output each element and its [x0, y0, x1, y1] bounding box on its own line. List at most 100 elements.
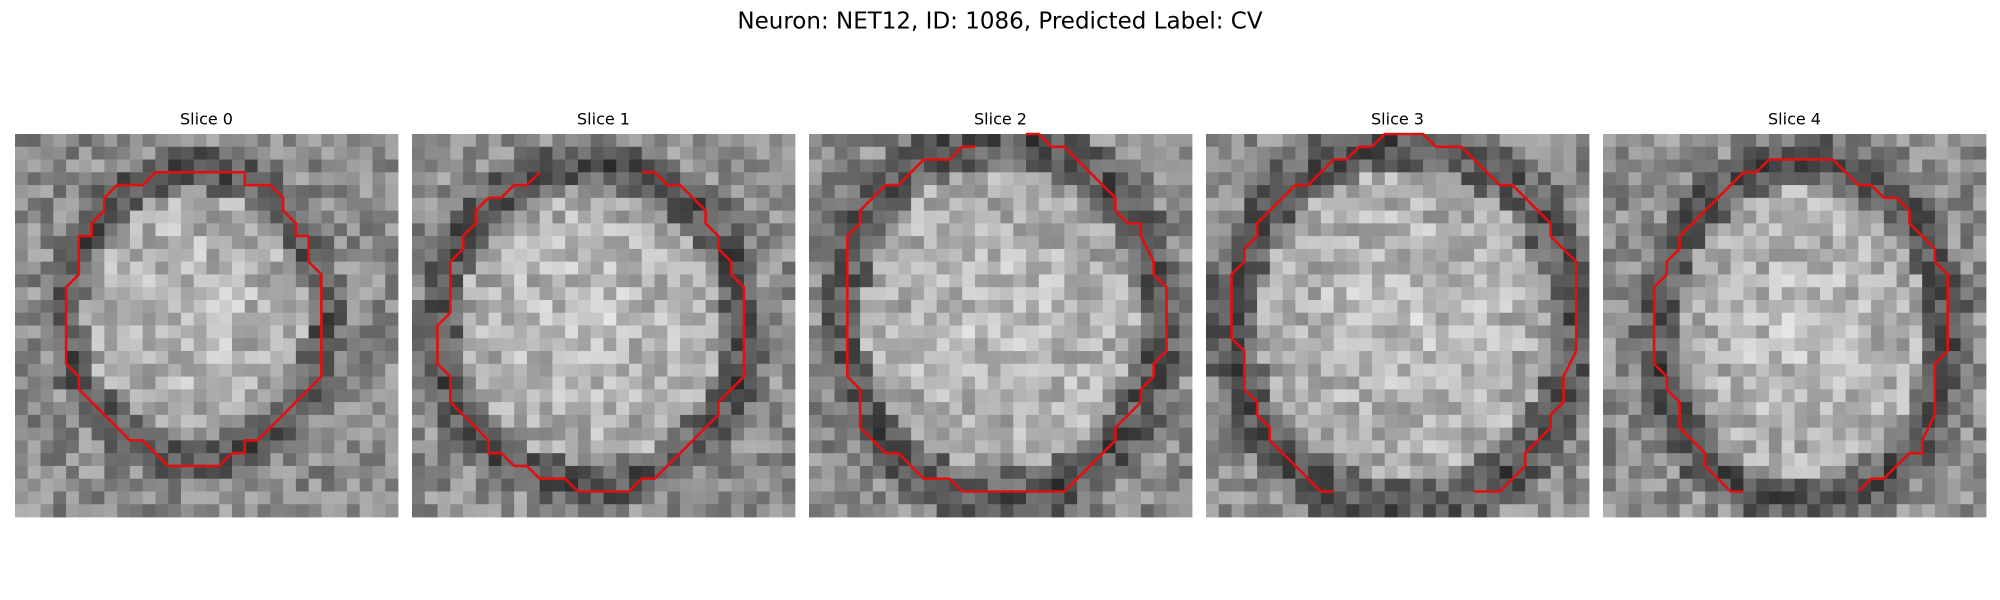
pixel	[872, 363, 886, 377]
pixel	[1333, 427, 1347, 441]
pixel	[346, 210, 361, 224]
pixel	[1333, 465, 1347, 480]
pixel	[1550, 287, 1564, 301]
pixel	[1871, 223, 1885, 237]
pixel	[539, 134, 553, 148]
pixel	[1384, 427, 1398, 441]
pixel	[1448, 465, 1462, 480]
pixel	[590, 414, 604, 429]
pixel	[450, 274, 464, 288]
pixel	[641, 197, 655, 211]
pixel	[692, 453, 707, 467]
pixel	[1102, 338, 1116, 352]
pixel	[847, 248, 861, 263]
pixel	[270, 427, 284, 441]
pixel	[1231, 185, 1245, 199]
pixel	[1628, 159, 1642, 173]
pixel	[1000, 504, 1014, 518]
pixel	[1909, 134, 1923, 148]
pixel	[974, 274, 989, 288]
pixel	[424, 223, 438, 237]
pixel	[1666, 402, 1680, 416]
pixel	[437, 376, 451, 390]
pixel	[1666, 478, 1680, 492]
pixel	[1756, 465, 1770, 480]
pixel	[539, 402, 553, 416]
pixel	[667, 287, 681, 301]
pixel	[654, 351, 668, 365]
pixel	[1218, 402, 1232, 416]
pixel	[1537, 363, 1552, 377]
pixel	[1282, 325, 1296, 339]
pixel	[1013, 210, 1027, 224]
pixel	[1603, 159, 1617, 173]
pixel	[1525, 134, 1539, 148]
pixel	[809, 185, 823, 199]
pixel	[142, 389, 156, 403]
pixel	[987, 351, 1001, 365]
pixel	[936, 414, 950, 429]
pixel	[1064, 159, 1078, 173]
pixel	[1166, 261, 1180, 275]
pixel	[232, 465, 246, 480]
pixel	[1064, 440, 1078, 454]
pixel	[1909, 287, 1923, 301]
pixel	[1512, 325, 1526, 339]
pixel	[78, 236, 92, 250]
pixel	[193, 389, 207, 403]
pixel	[193, 440, 207, 454]
pixel	[129, 440, 144, 454]
pixel	[1308, 491, 1322, 505]
pixel	[450, 134, 464, 148]
pixel	[206, 453, 220, 467]
pixel	[219, 504, 233, 518]
pixel	[1512, 402, 1526, 416]
pixel	[1896, 363, 1910, 377]
pixel	[1525, 287, 1539, 301]
pixel	[1102, 491, 1116, 505]
pixel	[1244, 504, 1258, 518]
pixel	[1550, 172, 1564, 186]
pixel	[424, 146, 438, 160]
pixel	[53, 248, 67, 263]
pixel	[1089, 197, 1104, 211]
pixel	[193, 210, 207, 224]
pixel	[1743, 363, 1757, 377]
pixel	[359, 312, 373, 326]
pixel	[1384, 274, 1398, 288]
pixel	[180, 159, 195, 173]
pixel	[1128, 491, 1142, 505]
pixel	[1858, 427, 1872, 441]
pixel	[1499, 159, 1513, 173]
pixel	[475, 185, 489, 199]
pixel	[1206, 312, 1220, 326]
pixel	[1973, 351, 1987, 365]
pixel	[1679, 146, 1693, 160]
pixel	[359, 197, 373, 211]
pixel	[257, 402, 271, 416]
pixel	[1000, 197, 1014, 211]
pixel	[1973, 363, 1987, 377]
pixel	[359, 491, 373, 505]
pixel	[334, 325, 348, 339]
pixel	[334, 236, 348, 250]
pixel	[577, 197, 592, 211]
pixel	[1909, 465, 1923, 480]
pixel	[1410, 491, 1424, 505]
pixel	[1282, 197, 1296, 211]
pixel	[1909, 491, 1923, 505]
pixel	[1615, 338, 1629, 352]
pixel	[847, 146, 861, 160]
pixel	[962, 414, 976, 429]
pixel	[104, 223, 118, 237]
pixel	[91, 146, 105, 160]
pixel	[1845, 159, 1859, 173]
pixel	[1051, 210, 1065, 224]
pixel	[244, 453, 258, 467]
pixel	[629, 185, 643, 199]
pixel	[488, 351, 502, 365]
pixel	[1244, 491, 1258, 505]
pixel	[117, 134, 131, 148]
pixel	[629, 287, 643, 301]
pixel	[1960, 338, 1974, 352]
